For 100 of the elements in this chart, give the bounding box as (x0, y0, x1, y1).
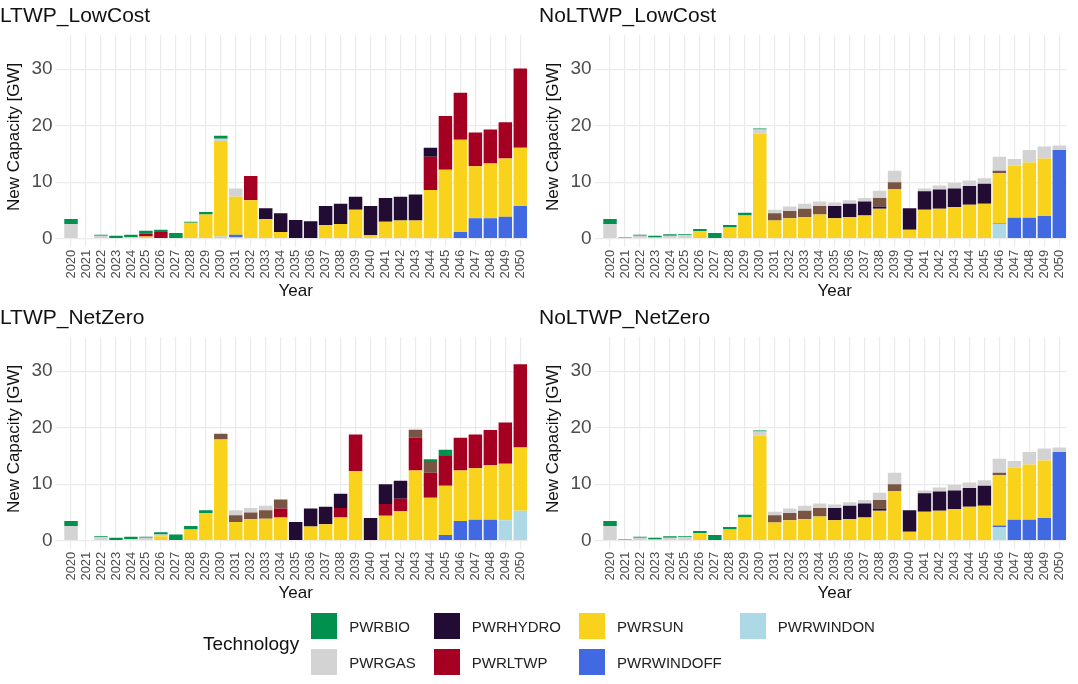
y-tick-label: 10 (31, 472, 53, 494)
x-tick-label: 2038 (332, 551, 348, 581)
x-tick-label: 2042 (392, 249, 408, 279)
x-tick-label: 2021 (616, 249, 632, 279)
x-tick-label: 2037 (856, 249, 872, 279)
x-tick-label: 2045 (976, 551, 991, 581)
x-tick-label: 2030 (212, 551, 228, 581)
x-axis-title: Year (278, 583, 314, 603)
x-tick-label: 2034 (811, 249, 827, 279)
x-tick-label: 2026 (152, 249, 168, 279)
x-tick-label: 2024 (661, 551, 677, 581)
x-tick-label: 2044 (961, 249, 977, 279)
x-tick-label: 2041 (377, 551, 393, 581)
x-tick-label: 2031 (227, 551, 243, 581)
x-tick-label: 2045 (437, 249, 452, 279)
x-tick-label: 2026 (691, 249, 707, 279)
x-tick-label: 2031 (766, 249, 782, 279)
x-tick-label: 2039 (886, 551, 902, 581)
x-tick-label: 2049 (1035, 551, 1051, 581)
x-tick-label: 2023 (107, 249, 123, 279)
x-tick-label: 2040 (362, 249, 378, 279)
x-tick-label: 2046 (990, 551, 1006, 581)
x-tick-label: 2025 (137, 249, 153, 279)
y-tick-label: 30 (31, 359, 53, 381)
y-tick-label: 30 (31, 57, 53, 79)
x-tick-label: 2049 (496, 249, 512, 279)
x-tick-label: 2043 (407, 249, 423, 279)
x-axis-title: Year (817, 281, 853, 301)
x-tick-label: 2021 (616, 551, 632, 581)
x-tick-label: 2042 (392, 551, 408, 581)
legend-label: PWRHYDRO (471, 617, 562, 635)
y-axis-title: New Capacity [GW] (542, 62, 562, 212)
chart-title: NoLTWP_NetZero (539, 305, 711, 330)
y-tick-label: 20 (570, 113, 592, 135)
chart-title: LTWP_NetZero (0, 305, 145, 330)
x-tick-label: 2048 (481, 249, 497, 279)
y-tick-label: 0 (580, 528, 592, 550)
x-tick-label: 2034 (811, 551, 827, 581)
y-tick-label: 20 (31, 415, 53, 437)
x-tick-label: 2035 (826, 249, 842, 279)
x-tick-label: 2033 (257, 249, 273, 279)
x-axis-title: Year (278, 281, 314, 301)
x-tick-label: 2043 (946, 551, 962, 581)
x-tick-label: 2033 (257, 551, 273, 581)
x-tick-label: 2050 (511, 249, 527, 279)
x-tick-label: 2031 (227, 249, 243, 279)
x-tick-label: 2022 (631, 551, 647, 581)
x-tick-label: 2020 (601, 551, 617, 581)
x-tick-label: 2045 (976, 249, 991, 279)
x-tick-label: 2037 (317, 551, 333, 581)
x-tick-label: 2044 (961, 551, 977, 581)
x-tick-label: 2048 (1020, 249, 1036, 279)
x-tick-label: 2028 (182, 249, 198, 279)
x-tick-label: 2036 (841, 249, 857, 279)
x-tick-label: 2039 (886, 249, 902, 279)
x-tick-label: 2032 (242, 249, 258, 279)
x-tick-label: 2030 (212, 249, 228, 279)
x-tick-label: 2020 (62, 249, 78, 279)
x-tick-label: 2035 (287, 249, 303, 279)
x-tick-label: 2021 (77, 249, 93, 279)
x-tick-label: 2038 (871, 551, 887, 581)
legend-label: PWRWINDOFF (617, 653, 722, 671)
y-axis-title: New Capacity [GW] (3, 364, 23, 514)
x-tick-label: 2028 (182, 551, 198, 581)
x-tick-label: 2046 (990, 249, 1006, 279)
x-tick-label: 2033 (796, 551, 812, 581)
x-tick-label: 2025 (676, 551, 692, 581)
y-tick-label: 20 (31, 113, 53, 135)
x-tick-label: 2036 (302, 551, 318, 581)
x-tick-label: 2038 (332, 249, 348, 279)
x-tick-label: 2023 (646, 551, 662, 581)
x-tick-label: 2023 (646, 249, 662, 279)
x-tick-label: 2041 (916, 249, 932, 279)
x-tick-label: 2030 (751, 249, 767, 279)
x-tick-label: 2027 (167, 551, 183, 581)
x-tick-label: 2046 (451, 249, 467, 279)
legend-label: PWRWINDON (777, 617, 875, 635)
y-tick-label: 0 (580, 226, 592, 248)
y-tick-label: 0 (41, 226, 53, 248)
x-tick-label: 2024 (122, 551, 138, 581)
x-tick-label: 2032 (781, 249, 797, 279)
x-tick-label: 2037 (856, 551, 872, 581)
x-tick-label: 2048 (1020, 551, 1036, 581)
x-tick-label: 2030 (751, 551, 767, 581)
x-tick-label: 2041 (916, 551, 932, 581)
x-tick-label: 2034 (272, 249, 288, 279)
x-tick-label: 2032 (242, 551, 258, 581)
y-tick-label: 10 (570, 472, 592, 494)
legend-label: PWRGAS (349, 653, 416, 671)
x-tick-label: 2045 (437, 551, 452, 581)
x-tick-label: 2033 (796, 249, 812, 279)
x-tick-label: 2023 (107, 551, 123, 581)
y-tick-label: 30 (570, 57, 592, 79)
x-tick-label: 2025 (137, 551, 153, 581)
x-tick-label: 2024 (122, 249, 138, 279)
x-tick-label: 2029 (736, 551, 752, 581)
legend-label: PWRLTWP (471, 653, 548, 671)
x-tick-label: 2042 (931, 551, 947, 581)
y-tick-label: 10 (31, 170, 53, 192)
x-tick-label: 2039 (347, 249, 363, 279)
